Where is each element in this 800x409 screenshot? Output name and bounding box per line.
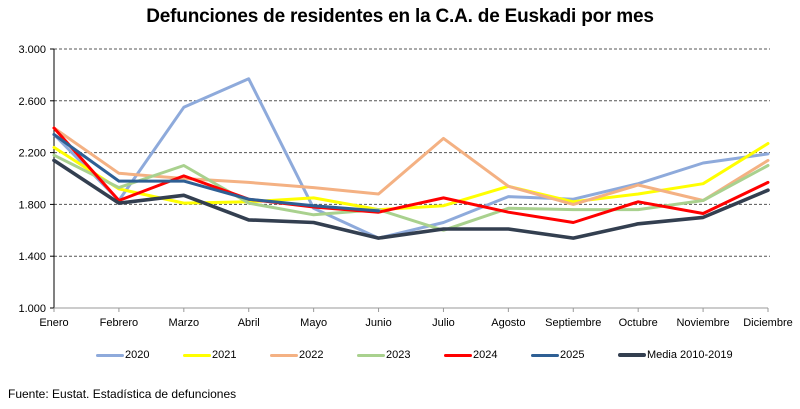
x-tick-label: Marzo: [169, 317, 200, 329]
legend-swatch: [357, 353, 385, 357]
series-line-media-2010-2019: [52, 158, 770, 240]
legend-swatch: [96, 353, 124, 357]
y-tick-label: 2.600: [18, 96, 46, 108]
y-tick-label: 1.400: [18, 251, 46, 263]
x-tick-label: Febrero: [100, 317, 139, 329]
series-line-2021: [52, 142, 770, 212]
legend-label: 2020: [125, 349, 150, 361]
y-tick-label: 3.000: [18, 44, 46, 56]
x-tick-label: Abril: [238, 317, 260, 329]
legend-label: 2023: [386, 349, 411, 361]
axes: [50, 48, 769, 312]
x-tick-label: Junio: [365, 317, 391, 329]
legend-label: 2024: [473, 349, 498, 361]
legend-label: 2021: [212, 349, 237, 361]
series-line-2020: [52, 77, 770, 240]
x-tick-label: Agosto: [491, 317, 525, 329]
legend-item: 2021: [183, 349, 236, 361]
x-tick-label: Septiembre: [545, 317, 601, 329]
y-tick-label: 1.000: [18, 303, 46, 315]
legend-item: 2025: [531, 349, 584, 361]
chart-title: Defunciones de residentes en la C.A. de …: [146, 6, 654, 27]
y-tick-label: 2.200: [18, 148, 46, 160]
gridlines: [54, 48, 770, 257]
series-lines: [52, 77, 770, 240]
legend-item: 2020: [96, 349, 149, 361]
x-tick-label: Noviembre: [676, 317, 729, 329]
source-note: Fuente: Eustat. Estadística de defuncion…: [8, 387, 237, 401]
legend-label: Media 2010-2019: [647, 349, 733, 361]
legend-swatch: [618, 353, 646, 357]
legend-swatch: [444, 353, 472, 357]
series-line-2022: [52, 126, 770, 206]
x-tick-label: Enero: [39, 317, 68, 329]
x-tick-label: Diciembre: [743, 317, 793, 329]
legend-item: 2023: [357, 349, 410, 361]
series-line-2023: [52, 153, 770, 232]
tick-labels: 1.000 1.400 1.800 2.200 2.600 3.000 Enero Febre…: [18, 44, 792, 329]
legend: 2020 2021 2022 2023 2024 2025 Media 2010-2019: [0, 349, 800, 365]
legend-item: Media 2010-2019: [618, 349, 733, 361]
y-tick-label: 1.800: [18, 199, 46, 211]
x-tick-label: Julio: [432, 317, 455, 329]
x-tick-label: Octubre: [619, 317, 658, 329]
legend-item: 2024: [444, 349, 497, 361]
legend-label: 2025: [560, 349, 585, 361]
series-line-2025: [52, 133, 380, 213]
legend-swatch: [531, 353, 559, 357]
legend-item: 2022: [270, 349, 323, 361]
legend-swatch: [270, 353, 298, 357]
legend-swatch: [183, 353, 211, 357]
legend-label: 2022: [299, 349, 324, 361]
x-tick-label: Mayo: [300, 317, 327, 329]
